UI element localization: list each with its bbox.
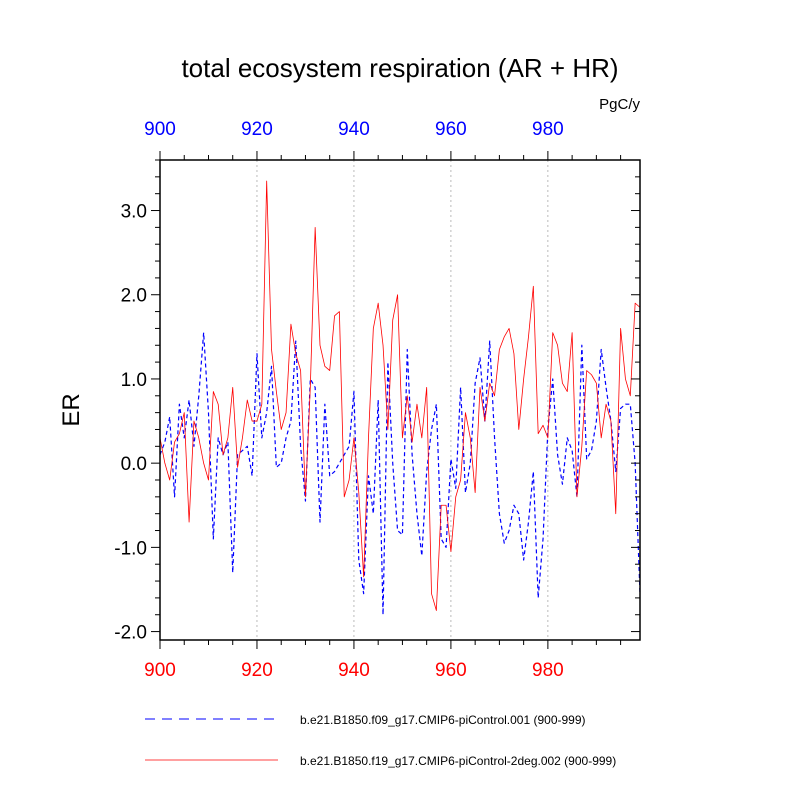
- x-tick-label-bottom: 920: [241, 660, 273, 681]
- x-tick-label-top: 980: [532, 119, 564, 140]
- x-tick-label-bottom: 980: [532, 660, 564, 681]
- legend: b.e21.B1850.f09_g17.CMIP6-piControl.001 …: [145, 713, 616, 768]
- y-tick-label: 3.0: [121, 202, 147, 223]
- x-tick-label-top: 960: [435, 119, 467, 140]
- legend-label-blue: b.e21.B1850.f09_g17.CMIP6-piControl.001 …: [300, 713, 586, 727]
- y-tick-label: 2.0: [121, 286, 147, 307]
- plot-frame: [159, 159, 641, 641]
- gridlines: [256, 160, 549, 640]
- y-axis-label: ER: [58, 393, 85, 426]
- series-lines: [159, 180, 641, 616]
- x-tick-label-top: 940: [338, 119, 370, 140]
- series-line-red: [159, 180, 641, 611]
- chart-title: total ecosystem respiration (AR + HR): [181, 53, 618, 83]
- x-tick-label-bottom: 940: [338, 660, 370, 681]
- units-label: PgC/y: [599, 96, 640, 113]
- series-line-blue: [159, 332, 641, 616]
- y-tick-label: 0.0: [121, 454, 147, 475]
- y-tick-label: 1.0: [121, 370, 147, 391]
- tick-labels: -2.0 -1.0 0.0 1.0 2.0 3.0 900 920 940 960 980 900 92…: [114, 119, 563, 681]
- x-tick-label-top: 920: [241, 119, 273, 140]
- axis-ticks: [151, 151, 640, 649]
- legend-label-red: b.e21.B1850.f19_g17.CMIP6-piControl-2deg…: [300, 754, 616, 768]
- y-tick-label: -2.0: [114, 623, 147, 644]
- x-tick-label-bottom: 900: [144, 660, 176, 681]
- x-tick-label-bottom: 960: [435, 660, 467, 681]
- y-tick-label: -1.0: [114, 538, 147, 559]
- x-tick-label-top: 900: [144, 119, 176, 140]
